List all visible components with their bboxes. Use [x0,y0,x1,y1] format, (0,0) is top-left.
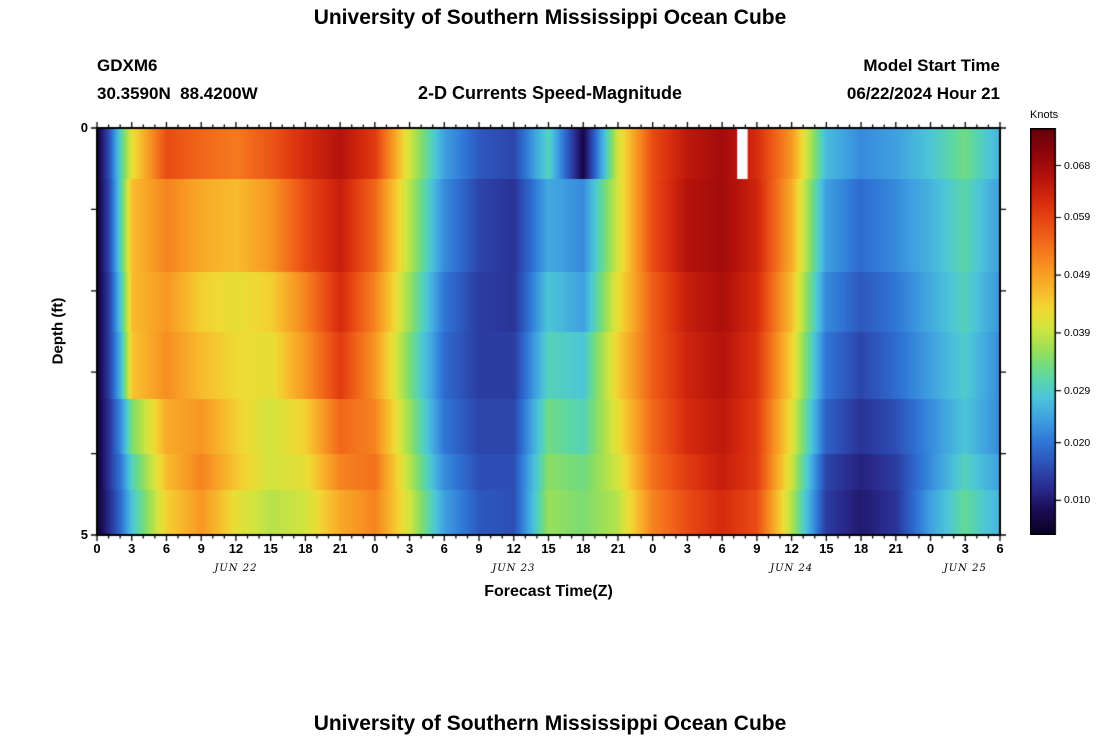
station-id: GDXM6 [97,56,158,75]
colorbar-canvas [1030,128,1064,535]
colorbar-tick-label: 0.039 [1064,326,1091,339]
day-label: JUN 24 [770,563,814,574]
x-tick-label: 3 [128,541,136,556]
x-tick-label: 3 [405,541,414,556]
x-tick-label: 12 [506,541,521,556]
x-tick-label: 0 [649,541,657,556]
x-tick-label: 6 [996,541,1004,556]
model-start-label: Model Start Time [863,56,1000,75]
x-tick-label: 0 [93,541,101,556]
day-label: JUN 22 [214,563,258,574]
x-tick-label: 15 [263,541,278,556]
station-coords: 30.3590N 88.4200W [97,84,258,103]
x-tick-label: 9 [753,541,761,556]
x-tick-label: 18 [575,541,591,556]
colorbar-label: Knots [1030,109,1059,121]
page-title: University of Southern Mississippi Ocean… [313,6,787,29]
plot-title: 2-D Currents Speed-Magnitude [417,83,683,103]
y-tick-label: 0 [80,120,88,135]
x-tick-label: 18 [298,541,313,556]
x-tick-label: 3 [961,541,969,556]
x-tick-label: 21 [888,541,904,556]
x-tick-label: 6 [440,541,448,556]
x-tick-label: 9 [475,541,483,556]
x-tick-label: 3 [683,541,692,556]
colorbar-tick-label: 0.029 [1064,384,1091,397]
x-tick-label: 15 [541,541,556,556]
colorbar-tick-label: 0.068 [1064,159,1091,172]
heatmap-canvas [89,120,1008,543]
x-tick-label: 6 [162,541,171,556]
x-tick-label: 0 [371,541,379,556]
x-tick-label: 18 [853,541,869,556]
x-tick-label: 12 [784,541,799,556]
colorbar-tick-label: 0.049 [1064,269,1091,282]
day-label: JUN 25 [943,563,987,574]
colorbar-tick-label: 0.059 [1064,211,1091,224]
y-axis-label: Depth (ft) [49,297,67,365]
x-axis-label: Forecast Time(Z) [484,583,613,600]
bottom-page-title: University of Southern Mississippi Ocean… [313,712,787,735]
x-tick-label: 15 [819,541,834,556]
colorbar-tick-label: 0.010 [1064,494,1091,507]
y-tick-label: 5 [80,527,88,542]
x-tick-label: 6 [718,541,726,556]
x-tick-label: 0 [926,541,935,556]
model-start-value: 06/22/2024 Hour 21 [846,84,1000,103]
x-tick-label: 9 [197,541,205,556]
x-tick-label: 12 [228,541,244,556]
colorbar-tick-label: 0.020 [1064,436,1091,449]
x-tick-label: 21 [610,541,626,556]
day-label: JUN 23 [492,563,536,574]
x-tick-label: 21 [332,541,348,556]
